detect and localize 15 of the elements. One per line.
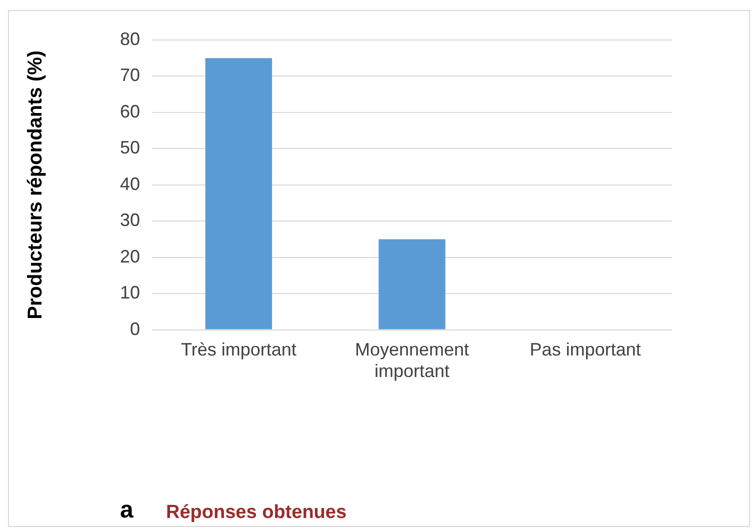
y-tick-label: 60 xyxy=(120,101,140,122)
y-tick-label: 0 xyxy=(130,318,140,339)
text: a xyxy=(120,496,134,524)
x-tick-label: Pas important xyxy=(530,340,641,360)
x-tick-label: Très important xyxy=(180,340,296,360)
y-tick-label: 50 xyxy=(120,138,140,158)
y-tick-label: 30 xyxy=(120,210,140,230)
y-tick-label: 20 xyxy=(120,246,140,266)
y-tick-label: 80 xyxy=(120,28,140,49)
y-tick-label: 10 xyxy=(120,282,140,303)
x-tick-label: Moyennement important xyxy=(354,340,470,382)
y-tick-label: 40 xyxy=(120,174,140,194)
y-axis-title: Producteurs répondants (%) xyxy=(24,50,47,320)
y-tick-label: 70 xyxy=(120,65,140,86)
text: Réponses obtenues xyxy=(166,502,347,524)
